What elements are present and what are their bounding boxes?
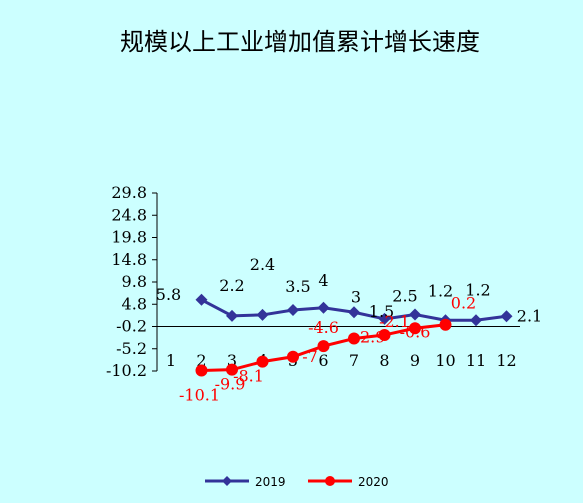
y-tick-label: 4.8 (122, 294, 147, 313)
y-tick-label: -5.2 (116, 339, 147, 358)
data-label-2020: -9.9 (215, 375, 246, 394)
data-point-2019 (317, 301, 330, 314)
x-tick-label: 11 (466, 351, 486, 370)
data-label-2019: 2.2 (219, 276, 244, 295)
data-label-2019: 1.2 (428, 281, 453, 300)
legend-label-2019: 2019 (255, 475, 286, 489)
y-tick-label: 19.8 (111, 228, 147, 247)
data-point-2019 (470, 314, 482, 327)
x-tick-label: 6 (318, 351, 328, 370)
x-tick-label: 8 (379, 351, 389, 370)
y-tick-label: 14.8 (111, 250, 147, 269)
y-tick-label: 29.8 (111, 183, 147, 202)
data-point-2020 (287, 350, 299, 363)
data-label-2020: -7 (302, 347, 318, 366)
data-point-2020 (409, 322, 421, 335)
data-label-2020: -8.1 (233, 367, 264, 386)
data-point-2019 (409, 308, 421, 321)
data-label-2019: 2.1 (517, 306, 542, 325)
data-label-2020: 0.2 (451, 294, 476, 313)
data-label-2020: -2.9 (355, 328, 386, 347)
y-tick-label: 9.8 (122, 272, 147, 291)
y-tick-label: -0.2 (116, 317, 147, 336)
x-tick-label: 12 (496, 351, 516, 370)
y-tick-label: -10.2 (106, 361, 147, 380)
chart-title: 规模以上工业增加值累计增长速度 (120, 28, 480, 56)
data-point-2020 (195, 364, 208, 377)
data-label-2020: -0.6 (400, 322, 431, 341)
data-label-2020: -4.6 (308, 318, 339, 337)
data-point-2019 (195, 293, 208, 306)
data-label-2019: 3 (351, 287, 361, 306)
data-point-2019 (287, 304, 299, 317)
data-label-2019: 3.5 (285, 277, 310, 296)
data-label-2019: 4 (318, 271, 328, 290)
x-tick-label: 10 (435, 351, 455, 370)
x-tick-label: 9 (410, 351, 420, 370)
data-label-2020: -2.1 (379, 312, 410, 331)
data-point-2020 (378, 328, 391, 341)
legend-label-2020: 2020 (358, 475, 389, 489)
data-label-2020: -10.1 (179, 386, 220, 405)
legend-marker-2020 (325, 476, 335, 486)
data-point-2019 (500, 310, 513, 323)
data-point-2019 (348, 306, 360, 319)
data-label-2019: 1.2 (465, 280, 490, 299)
data-point-2020 (226, 363, 238, 376)
data-label-2019: 2.5 (392, 286, 417, 305)
data-point-2020 (317, 340, 330, 353)
data-label-2019: 1.5 (369, 302, 394, 321)
x-tick-label: 1 (166, 351, 176, 370)
data-point-2020 (256, 355, 269, 368)
data-label-2019: 2.4 (250, 255, 275, 274)
data-point-2020 (439, 318, 452, 331)
x-tick-label: 3 (227, 351, 237, 370)
data-label-2019: 5.8 (156, 285, 181, 304)
y-tick-label: 24.8 (111, 205, 147, 224)
x-tick-label: 7 (349, 351, 359, 370)
data-point-2019 (378, 312, 391, 325)
x-tick-label: 2 (196, 351, 206, 370)
data-point-2019 (226, 309, 238, 322)
legend-marker-2019 (222, 476, 232, 486)
data-point-2020 (348, 332, 360, 345)
data-point-2019 (256, 308, 269, 321)
